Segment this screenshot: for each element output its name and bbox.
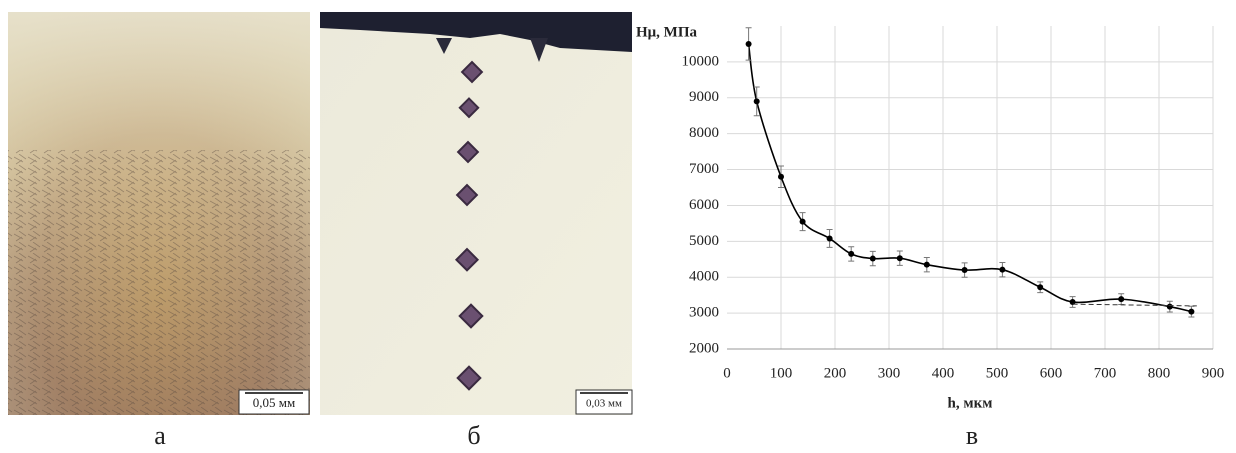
data-point xyxy=(1188,308,1195,315)
x-tick-label: 600 xyxy=(1040,365,1063,381)
y-tick-label: 4000 xyxy=(689,269,719,285)
panel-label: а xyxy=(154,421,166,450)
x-tick-label: 300 xyxy=(878,365,901,381)
x-tick-label: 0 xyxy=(723,365,731,381)
micrograph-b: 0,03 мм xyxy=(320,12,633,415)
trend-line xyxy=(1072,303,1197,307)
data-point xyxy=(1166,303,1173,310)
y-tick-label: 10000 xyxy=(682,53,720,69)
data-point xyxy=(896,255,903,262)
data-point xyxy=(826,235,833,242)
data-point xyxy=(1069,298,1076,305)
data-line xyxy=(747,43,1192,313)
y-tick-label: 3000 xyxy=(689,305,719,321)
data-point xyxy=(869,255,876,262)
x-tick-label: 400 xyxy=(932,365,955,381)
y-tick-label: 7000 xyxy=(689,161,719,177)
scale-bar: 0,05 мм xyxy=(253,395,295,410)
data-point xyxy=(799,218,806,225)
scale-bar: 0,03 мм xyxy=(586,398,622,410)
data-point xyxy=(848,250,855,257)
panel-label: б xyxy=(467,421,480,450)
x-tick-label: 200 xyxy=(824,365,847,381)
data-point xyxy=(753,98,760,105)
x-tick-label: 900 xyxy=(1202,365,1225,381)
y-tick-label: 8000 xyxy=(689,125,719,141)
y-tick-label: 6000 xyxy=(689,197,719,213)
data-point xyxy=(999,266,1006,273)
micrograph-a: 0,05 мм xyxy=(8,12,310,415)
y-tick-label: 2000 xyxy=(689,340,719,356)
y-tick-label: 9000 xyxy=(689,89,719,105)
data-point xyxy=(1118,296,1125,303)
y-tick-label: 5000 xyxy=(689,233,719,249)
x-axis-label: h, мкм xyxy=(948,395,993,411)
data-point xyxy=(1037,284,1044,291)
panel-label: в xyxy=(966,421,978,450)
x-tick-label: 700 xyxy=(1094,365,1117,381)
y-axis-label: Hμ, МПа xyxy=(636,24,697,40)
data-point xyxy=(923,261,930,268)
x-tick-label: 100 xyxy=(770,365,793,381)
x-tick-label: 800 xyxy=(1148,365,1171,381)
data-point xyxy=(961,267,968,274)
data-point xyxy=(778,173,784,180)
x-tick-label: 500 xyxy=(986,365,1009,381)
data-point xyxy=(745,40,752,47)
